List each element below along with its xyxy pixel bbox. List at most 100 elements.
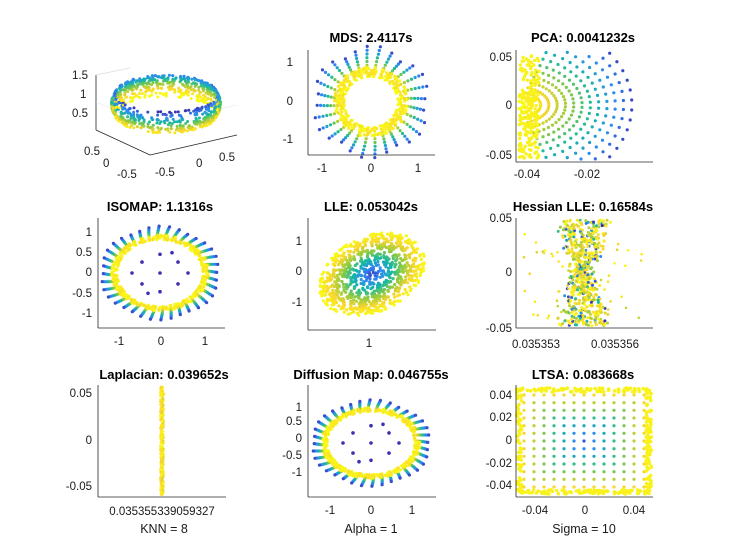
data-point-pca bbox=[568, 60, 572, 65]
data-point-mds bbox=[320, 68, 325, 72]
data-point-laplacian bbox=[159, 390, 163, 394]
data-point-isomap bbox=[168, 225, 172, 229]
data-point-3d bbox=[214, 89, 218, 93]
data-point-lle bbox=[334, 268, 338, 272]
data-point-hessian-lle bbox=[577, 298, 581, 302]
pca-points bbox=[517, 50, 634, 161]
data-point-isomap bbox=[138, 229, 142, 233]
data-point-mds bbox=[330, 134, 334, 138]
data-point-isomap bbox=[204, 271, 209, 275]
data-point-lle bbox=[340, 274, 345, 278]
data-point-mds bbox=[405, 68, 409, 72]
data-point-isomap bbox=[151, 238, 155, 242]
data-point-3d bbox=[197, 116, 201, 120]
data-point-lle bbox=[387, 244, 391, 248]
data-point-diffusion-map bbox=[402, 420, 406, 424]
data-point-hessian-lle bbox=[592, 270, 596, 274]
data-point-lle bbox=[339, 269, 343, 273]
data-point-hessian-lle bbox=[590, 324, 594, 328]
data-point-pca bbox=[579, 127, 583, 131]
data-point-3d bbox=[189, 97, 193, 101]
data-point-hessian-lle bbox=[556, 251, 559, 254]
data-point-mds bbox=[422, 121, 427, 125]
data-point-diffusion-map bbox=[345, 412, 349, 416]
data-point-hessian-lle bbox=[601, 305, 605, 309]
data-point-lle bbox=[367, 300, 371, 304]
data-point-isomap bbox=[123, 293, 128, 297]
data-point-hessian-lle bbox=[590, 227, 594, 231]
data-point-pca bbox=[567, 117, 571, 121]
data-point-diffusion-map bbox=[396, 469, 400, 474]
data-point-pca bbox=[577, 115, 582, 119]
data-point-lle bbox=[384, 307, 388, 311]
data-point-pca bbox=[544, 155, 548, 159]
data-point-mds bbox=[420, 72, 425, 76]
data-point-ltsa bbox=[522, 431, 526, 435]
data-point-3d bbox=[160, 86, 164, 90]
data-point-mds bbox=[364, 137, 368, 141]
data-point-mds bbox=[352, 75, 356, 79]
data-point-lle bbox=[401, 270, 405, 274]
data-point-isomap bbox=[204, 268, 208, 272]
data-point-mds bbox=[347, 126, 351, 130]
data-point-mds bbox=[395, 143, 399, 147]
data-point-lle bbox=[386, 295, 390, 299]
data-point-pca bbox=[567, 128, 572, 132]
data-point-3d bbox=[123, 93, 127, 97]
data-point-isomap bbox=[114, 274, 118, 278]
data-point-hessian-lle bbox=[591, 283, 594, 287]
data-point-laplacian bbox=[161, 462, 165, 466]
data-point-hessian-lle bbox=[568, 264, 571, 268]
data-point-ltsa bbox=[522, 447, 526, 451]
data-point-laplacian bbox=[161, 423, 164, 427]
data-point-mds bbox=[385, 77, 389, 82]
data-point-lle bbox=[352, 245, 356, 249]
data-point-hessian-lle bbox=[586, 273, 590, 277]
data-point-lle bbox=[405, 261, 409, 265]
data-point-mds bbox=[401, 111, 405, 116]
data-point-hessian-lle bbox=[607, 274, 611, 277]
x-tick-0: 0 bbox=[368, 505, 374, 517]
data-point-pca bbox=[586, 75, 590, 79]
data-point-lle bbox=[355, 283, 359, 287]
data-point-isomap bbox=[158, 271, 162, 275]
data-point-lle bbox=[406, 293, 410, 297]
data-point-lle bbox=[380, 301, 385, 305]
data-point-3d bbox=[158, 91, 162, 95]
data-point-hessian-lle bbox=[523, 289, 527, 293]
data-point-hessian-lle bbox=[567, 229, 571, 233]
data-point-hessian-lle bbox=[601, 247, 605, 251]
data-point-lle bbox=[358, 243, 362, 247]
data-point-lle bbox=[398, 282, 402, 286]
data-point-3d bbox=[140, 92, 144, 95]
data-point-laplacian bbox=[161, 445, 165, 449]
data-point-pca bbox=[521, 55, 525, 59]
data-point-pca bbox=[575, 65, 579, 69]
data-point-diffusion-map bbox=[341, 441, 345, 445]
data-point-lle bbox=[343, 255, 348, 259]
data-point-lle bbox=[387, 280, 391, 284]
data-point-pca bbox=[541, 149, 545, 153]
data-point-pca bbox=[590, 125, 594, 129]
data-point-mds bbox=[345, 79, 349, 84]
data-point-mds bbox=[393, 89, 398, 93]
data-point-hessian-lle bbox=[565, 219, 569, 223]
data-point-diffusion-map bbox=[323, 430, 327, 434]
data-point-hessian-lle bbox=[581, 314, 585, 317]
data-point-lle bbox=[390, 260, 394, 264]
data-point-lle bbox=[341, 300, 345, 304]
data-point-pca bbox=[541, 71, 545, 75]
data-point-3d bbox=[169, 114, 173, 118]
data-point-pca bbox=[530, 83, 534, 88]
data-point-hessian-lle bbox=[573, 301, 577, 305]
data-point-diffusion-map bbox=[366, 408, 371, 413]
data-point-isomap bbox=[114, 261, 118, 266]
data-point-diffusion-map bbox=[414, 413, 418, 417]
data-point-hessian-lle bbox=[581, 264, 585, 268]
data-point-ltsa bbox=[532, 416, 536, 420]
data-point-laplacian bbox=[161, 396, 165, 400]
data-point-3d bbox=[191, 92, 194, 96]
data-point-3d bbox=[113, 100, 117, 104]
data-point-mds bbox=[327, 73, 331, 77]
data-point-diffusion-map bbox=[333, 473, 337, 477]
